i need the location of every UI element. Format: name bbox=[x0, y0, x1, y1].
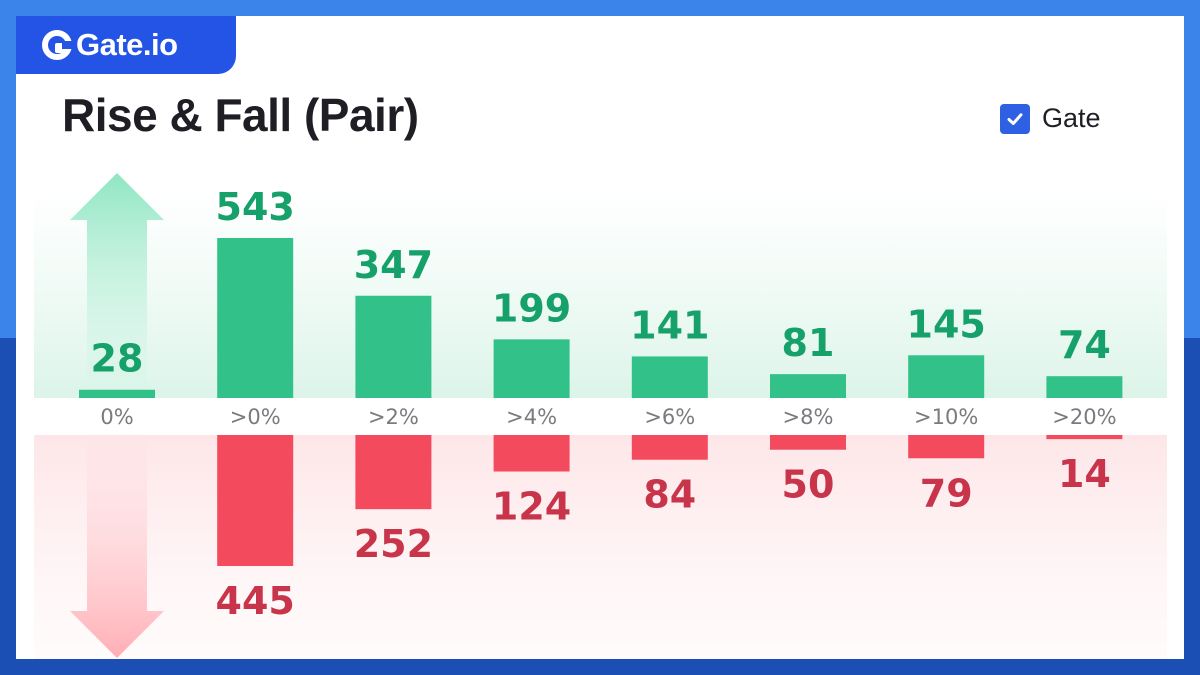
fall-value-label: 50 bbox=[782, 463, 835, 507]
rise-value-label: 199 bbox=[492, 286, 571, 330]
fall-bar bbox=[631, 435, 708, 460]
fall-zone-background bbox=[34, 435, 1167, 659]
rise-bar bbox=[79, 389, 155, 398]
fall-bar bbox=[493, 435, 570, 472]
rise-value-label: 28 bbox=[91, 337, 144, 381]
fall-arrow-icon bbox=[70, 435, 164, 658]
category-tick-label: >2% bbox=[368, 405, 419, 429]
rise-value-label: 81 bbox=[782, 321, 835, 365]
category-tick-label: 0% bbox=[100, 405, 133, 429]
rise-value-label: 543 bbox=[216, 185, 295, 229]
fall-bar bbox=[355, 435, 432, 510]
fall-value-label: 14 bbox=[1058, 452, 1111, 496]
rise-value-label: 347 bbox=[354, 243, 433, 287]
legend-label: Gate bbox=[1042, 103, 1101, 133]
legend[interactable]: Gate bbox=[1000, 103, 1101, 134]
rise-value-label: 141 bbox=[630, 303, 709, 347]
rise-bar bbox=[217, 238, 294, 398]
brand-logo: Gate.io bbox=[16, 16, 236, 74]
checkbox-checked-icon[interactable] bbox=[1000, 103, 1030, 134]
category-tick-label: >0% bbox=[230, 405, 281, 429]
fall-value-label: 84 bbox=[643, 473, 696, 517]
rise-arrow-icon bbox=[70, 173, 164, 398]
rise-value-label: 74 bbox=[1058, 323, 1111, 367]
rise-bar bbox=[493, 339, 570, 398]
category-tick-label: >6% bbox=[644, 405, 695, 429]
rise-zone-background bbox=[34, 190, 1167, 398]
rise-value-label: 145 bbox=[907, 302, 986, 346]
fall-value-label: 124 bbox=[492, 485, 571, 529]
fall-bar bbox=[1046, 435, 1123, 440]
rise-bar bbox=[770, 374, 846, 398]
category-tick-label: >4% bbox=[506, 405, 557, 429]
category-tick-label: >8% bbox=[783, 405, 834, 429]
rise-bar bbox=[631, 356, 708, 398]
fall-value-label: 252 bbox=[354, 522, 433, 566]
gate-logo-icon bbox=[42, 30, 72, 60]
fall-bar bbox=[217, 435, 294, 566]
fall-bar bbox=[908, 435, 985, 459]
fall-value-label: 79 bbox=[920, 471, 973, 515]
rise-bar bbox=[355, 295, 432, 398]
chart-title: Rise & Fall (Pair) bbox=[62, 89, 419, 141]
rise-bar bbox=[1046, 376, 1123, 398]
fall-value-label: 445 bbox=[216, 579, 295, 623]
category-tick-label: >20% bbox=[1052, 405, 1116, 429]
brand-name: Gate.io bbox=[76, 27, 178, 62]
rise-bar bbox=[908, 355, 985, 398]
category-tick-label: >10% bbox=[914, 405, 978, 429]
fall-bar bbox=[770, 435, 846, 450]
